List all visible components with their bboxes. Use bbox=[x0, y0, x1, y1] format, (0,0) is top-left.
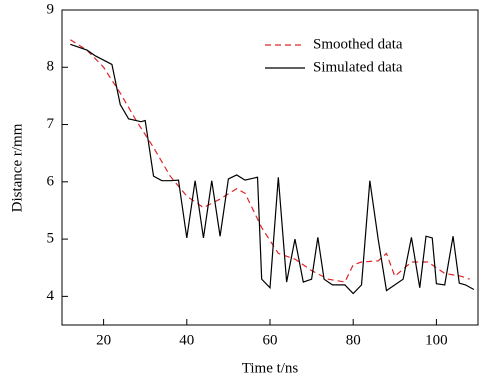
x-tick-label: 60 bbox=[263, 332, 278, 348]
y-tick-label: 5 bbox=[47, 231, 55, 247]
legend-label: Simulated data bbox=[313, 59, 403, 75]
x-axis-label: Time t/ns bbox=[242, 360, 299, 376]
legend-label: Smoothed data bbox=[313, 36, 403, 52]
x-tick-label: 20 bbox=[96, 332, 111, 348]
plot-frame bbox=[61, 9, 479, 326]
series-line bbox=[70, 43, 475, 295]
y-tick-label: 9 bbox=[47, 1, 55, 17]
y-tick-label: 7 bbox=[47, 116, 55, 132]
y-axis-label: Distance r/mm bbox=[9, 123, 25, 212]
y-tick-label: 6 bbox=[47, 173, 55, 189]
y-tick-label: 8 bbox=[47, 59, 55, 75]
x-tick-label: 40 bbox=[179, 332, 194, 348]
x-tick-label: 100 bbox=[425, 332, 448, 348]
series-line bbox=[70, 39, 470, 283]
x-tick-label: 80 bbox=[346, 332, 361, 348]
y-tick-label: 4 bbox=[47, 288, 55, 304]
